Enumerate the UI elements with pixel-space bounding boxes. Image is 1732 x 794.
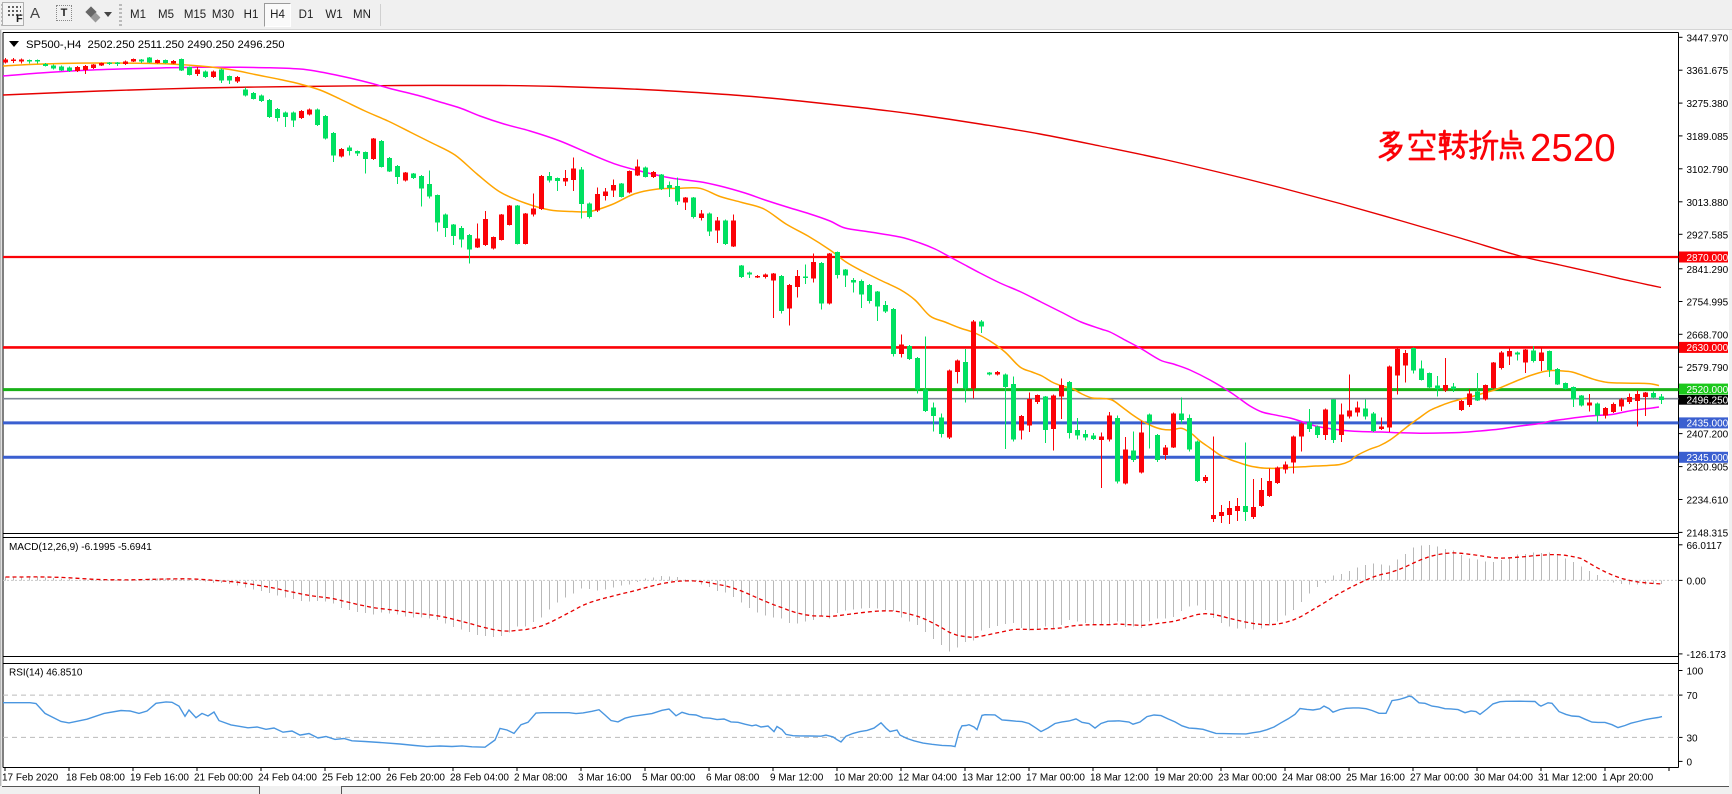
svg-text:2435.000: 2435.000	[1687, 419, 1729, 430]
svg-text:3361.675: 3361.675	[1687, 66, 1729, 77]
svg-text:25 Mar 16:00: 25 Mar 16:00	[1346, 773, 1405, 784]
svg-text:28 Feb 04:00: 28 Feb 04:00	[450, 773, 509, 784]
svg-text:30: 30	[1687, 733, 1699, 744]
svg-text:RSI(14) 46.8510: RSI(14) 46.8510	[9, 668, 83, 679]
svg-text:100: 100	[1687, 667, 1704, 678]
svg-text:30 Mar 04:00: 30 Mar 04:00	[1474, 773, 1533, 784]
svg-text:3102.790: 3102.790	[1687, 165, 1729, 176]
svg-text:21 Feb 00:00: 21 Feb 00:00	[194, 773, 253, 784]
svg-text:2345.000: 2345.000	[1687, 453, 1729, 464]
svg-text:2927.585: 2927.585	[1687, 230, 1729, 241]
svg-text:3275.380: 3275.380	[1687, 99, 1729, 110]
svg-text:13 Mar 12:00: 13 Mar 12:00	[962, 773, 1021, 784]
svg-text:0.00: 0.00	[1687, 576, 1707, 587]
svg-text:3013.880: 3013.880	[1687, 198, 1729, 209]
svg-text:-126.173: -126.173	[1687, 650, 1727, 661]
svg-text:3447.970: 3447.970	[1687, 33, 1729, 44]
svg-text:17 Feb 2020: 17 Feb 2020	[2, 773, 59, 784]
svg-text:1 Apr 20:00: 1 Apr 20:00	[1602, 773, 1654, 784]
svg-text:2320.905: 2320.905	[1687, 463, 1729, 474]
svg-text:19 Mar 20:00: 19 Mar 20:00	[1154, 773, 1213, 784]
svg-text:66.0117: 66.0117	[1687, 541, 1723, 552]
svg-text:2234.610: 2234.610	[1687, 496, 1729, 507]
svg-text:26 Feb 20:00: 26 Feb 20:00	[386, 773, 445, 784]
svg-text:2407.200: 2407.200	[1687, 430, 1729, 441]
svg-text:0: 0	[1687, 757, 1693, 768]
svg-text:2496.250: 2496.250	[1687, 396, 1729, 407]
svg-text:MACD(12,26,9) -6.1995 -5.6941: MACD(12,26,9) -6.1995 -5.6941	[9, 542, 152, 553]
svg-text:3189.085: 3189.085	[1687, 132, 1729, 143]
svg-text:3 Mar 16:00: 3 Mar 16:00	[578, 773, 632, 784]
svg-text:23 Mar 00:00: 23 Mar 00:00	[1218, 773, 1277, 784]
svg-text:2841.290: 2841.290	[1687, 265, 1729, 276]
svg-text:70: 70	[1687, 691, 1699, 702]
svg-text:18 Feb 08:00: 18 Feb 08:00	[66, 773, 125, 784]
svg-text:27 Mar 00:00: 27 Mar 00:00	[1410, 773, 1469, 784]
svg-text:2520.000: 2520.000	[1687, 385, 1729, 396]
svg-text:2870.000: 2870.000	[1687, 253, 1729, 264]
svg-text:24 Feb 04:00: 24 Feb 04:00	[258, 773, 317, 784]
svg-text:2148.315: 2148.315	[1687, 528, 1729, 539]
svg-text:19 Feb 16:00: 19 Feb 16:00	[130, 773, 189, 784]
svg-text:2668.700: 2668.700	[1687, 330, 1729, 341]
svg-text:2579.790: 2579.790	[1687, 363, 1729, 374]
svg-text:17 Mar 00:00: 17 Mar 00:00	[1026, 773, 1085, 784]
svg-text:5 Mar 00:00: 5 Mar 00:00	[642, 773, 696, 784]
svg-text:18 Mar 12:00: 18 Mar 12:00	[1090, 773, 1149, 784]
svg-text:25 Feb 12:00: 25 Feb 12:00	[322, 773, 381, 784]
svg-text:24 Mar 08:00: 24 Mar 08:00	[1282, 773, 1341, 784]
svg-text:31 Mar 12:00: 31 Mar 12:00	[1538, 773, 1597, 784]
svg-text:SP500-,H4 2502.250 2511.250 2: SP500-,H4 2502.250 2511.250 2490.250 249…	[26, 39, 285, 51]
svg-text:2630.000: 2630.000	[1687, 343, 1729, 354]
svg-text:6 Mar 08:00: 6 Mar 08:00	[706, 773, 760, 784]
svg-text:2754.995: 2754.995	[1687, 298, 1729, 309]
svg-text:9 Mar 12:00: 9 Mar 12:00	[770, 773, 824, 784]
svg-text:12 Mar 04:00: 12 Mar 04:00	[898, 773, 957, 784]
svg-text:2520: 2520	[1530, 127, 1616, 170]
svg-text:10 Mar 20:00: 10 Mar 20:00	[834, 773, 893, 784]
svg-text:2 Mar 08:00: 2 Mar 08:00	[514, 773, 568, 784]
